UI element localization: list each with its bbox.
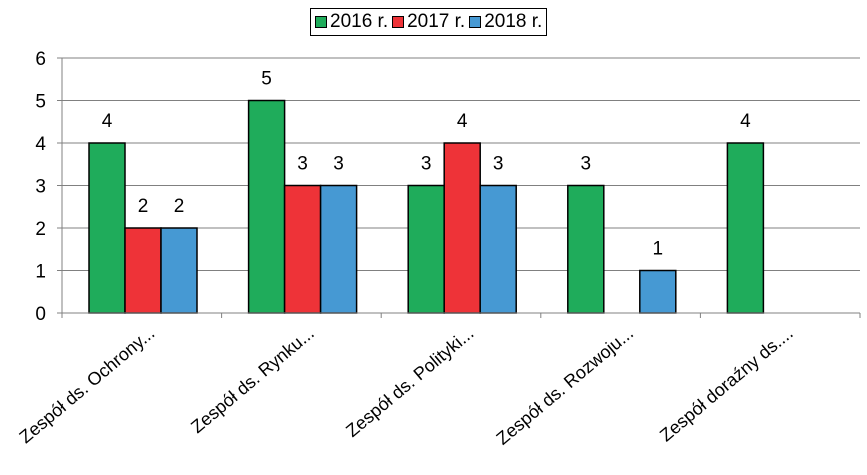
x-tick-label: Zespół doraźny ds.... [656,323,797,446]
legend-swatch-2017 [392,16,405,28]
legend-swatch-2018 [469,16,482,28]
legend-item-2018: 2018 r. [469,11,542,33]
bar-1-2 [443,142,481,314]
data-label: 2 [138,196,149,217]
bar-1-0 [124,227,162,314]
data-label: 3 [421,154,432,175]
bar-2-2 [479,184,517,314]
chart-legend: 2016 r. 2017 r. 2018 r. [310,8,548,36]
legend-label-2016: 2016 r. [330,11,389,32]
x-tick-label: Zespół ds. Rynku... [187,323,318,437]
bar-0-4 [726,142,765,314]
data-label: 4 [102,111,113,132]
legend-swatch-2016 [315,16,327,28]
bar-0-2 [407,184,445,314]
legend-item-2016: 2016 r. [315,11,388,33]
y-tick-label: 1 [35,262,46,283]
data-label: 3 [493,154,504,175]
data-label: 1 [653,239,664,260]
data-label: 4 [740,111,751,132]
bar-0-3 [567,184,605,314]
data-label: 3 [333,154,344,175]
y-tick-label: 0 [35,304,46,325]
data-label: 3 [297,154,308,175]
legend-label-2017: 2017 r. [407,11,466,32]
y-tick-label: 5 [35,92,46,113]
x-tick-label: Zespół ds. Rozwoju... [492,323,637,449]
x-tick-label: Zespół ds. Polityki... [342,323,477,441]
bar-2-0 [160,227,198,314]
y-tick-label: 3 [35,177,46,198]
y-tick-label: 4 [35,134,46,155]
bar-0-0 [88,142,126,314]
data-label: 5 [261,69,272,90]
bar-1-1 [283,184,322,314]
bar-2-1 [319,184,358,314]
bar-0-1 [247,99,286,314]
data-label: 4 [457,111,468,132]
bar-2-3 [639,269,677,314]
data-label: 3 [581,154,592,175]
legend-item-2017: 2017 r. [392,11,465,33]
y-tick-label: 2 [35,219,46,240]
legend-label-2018: 2018 r. [484,11,543,32]
x-tick-label: Zespół ds. Ochrony... [15,323,158,447]
data-label: 2 [174,196,185,217]
y-tick-label: 6 [35,49,46,70]
